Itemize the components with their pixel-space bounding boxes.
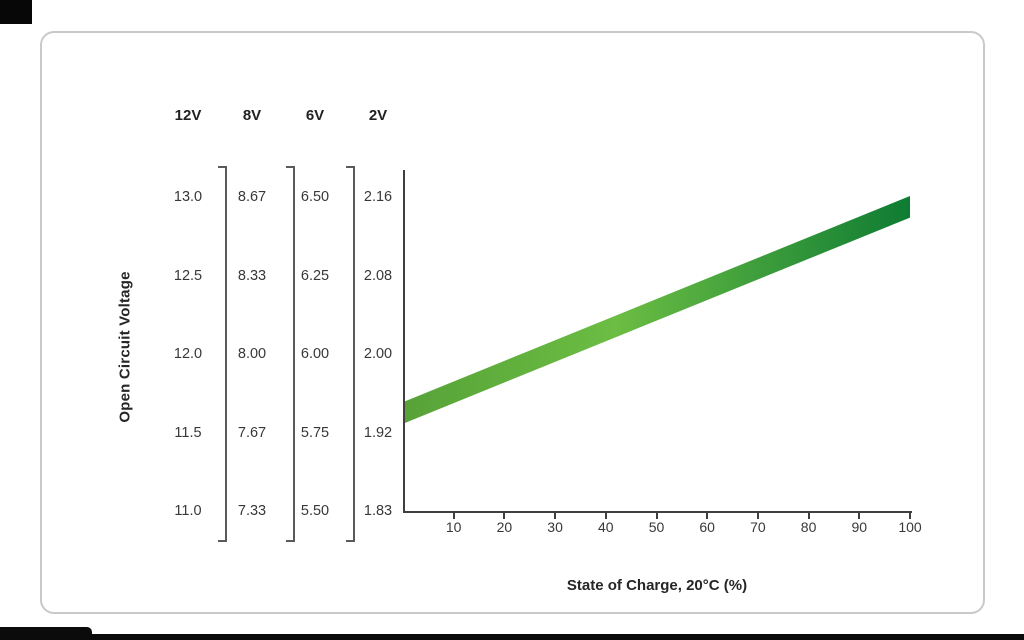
x-tick-label: 60 — [699, 519, 715, 535]
y-tick-label: 5.50 — [300, 503, 330, 519]
x-tick-mark — [858, 513, 861, 519]
x-tick-mark — [706, 513, 709, 519]
x-tick-mark — [604, 513, 607, 519]
y-tick-label: 12.5 — [173, 267, 203, 284]
x-tick-label: 30 — [547, 519, 563, 535]
x-tick-mark — [452, 513, 455, 519]
x-tick-label: 10 — [445, 519, 462, 535]
x-axis-title: State of Charge, 20°C (%) — [566, 577, 748, 594]
y-tick-label: 6.00 — [300, 346, 330, 362]
scan-artifact-bottom-strip — [0, 634, 1024, 640]
x-tick-label: 90 — [851, 519, 868, 535]
scale-header-8v: 8V — [242, 107, 262, 124]
y-axis-line — [403, 170, 405, 511]
scan-artifact-top-left — [0, 0, 32, 24]
scale-axis-bracket — [346, 166, 355, 542]
x-tick-mark — [807, 513, 810, 519]
x-tick-mark — [756, 513, 759, 519]
scale-axis-bracket — [218, 166, 227, 542]
y-tick-label: 5.75 — [300, 424, 330, 441]
scan-artifact-bottom-left — [0, 627, 92, 640]
y-tick-label: 2.16 — [363, 189, 393, 205]
x-tick-label: 70 — [750, 519, 766, 535]
x-tick-mark — [503, 513, 506, 519]
y-tick-label: 8.00 — [237, 346, 267, 362]
x-tick-label: 80 — [800, 519, 817, 535]
y-axis-title: Open Circuit Voltage — [116, 271, 134, 423]
x-tick-label: 100 — [898, 519, 922, 535]
y-tick-label: 1.83 — [363, 503, 393, 519]
y-tick-label: 2.08 — [363, 267, 393, 284]
y-tick-label: 1.92 — [363, 424, 393, 441]
x-tick-mark — [909, 513, 911, 519]
x-axis-line — [403, 511, 912, 513]
y-tick-label: 11.0 — [174, 503, 202, 519]
x-tick-mark — [554, 513, 557, 519]
y-tick-label: 8.33 — [237, 267, 267, 284]
y-tick-label: 7.67 — [237, 424, 267, 441]
y-tick-label: 6.50 — [300, 189, 330, 205]
x-tick-label: 50 — [648, 519, 665, 535]
y-tick-label: 2.00 — [363, 346, 393, 362]
scale-header-6v: 6V — [305, 107, 325, 124]
y-tick-label: 11.5 — [174, 424, 202, 441]
x-tick-mark — [655, 513, 658, 519]
y-tick-label: 12.0 — [173, 346, 203, 362]
y-tick-label: 8.67 — [237, 189, 267, 205]
y-tick-label: 13.0 — [173, 189, 203, 205]
scale-header-12v: 12V — [174, 107, 202, 124]
scale-header-2v: 2V — [368, 107, 388, 124]
scale-axis-bracket — [286, 166, 295, 542]
y-tick-label: 6.25 — [300, 267, 330, 284]
x-tick-label: 40 — [598, 519, 614, 535]
y-tick-label: 7.33 — [237, 503, 267, 519]
x-tick-label: 20 — [496, 519, 513, 535]
